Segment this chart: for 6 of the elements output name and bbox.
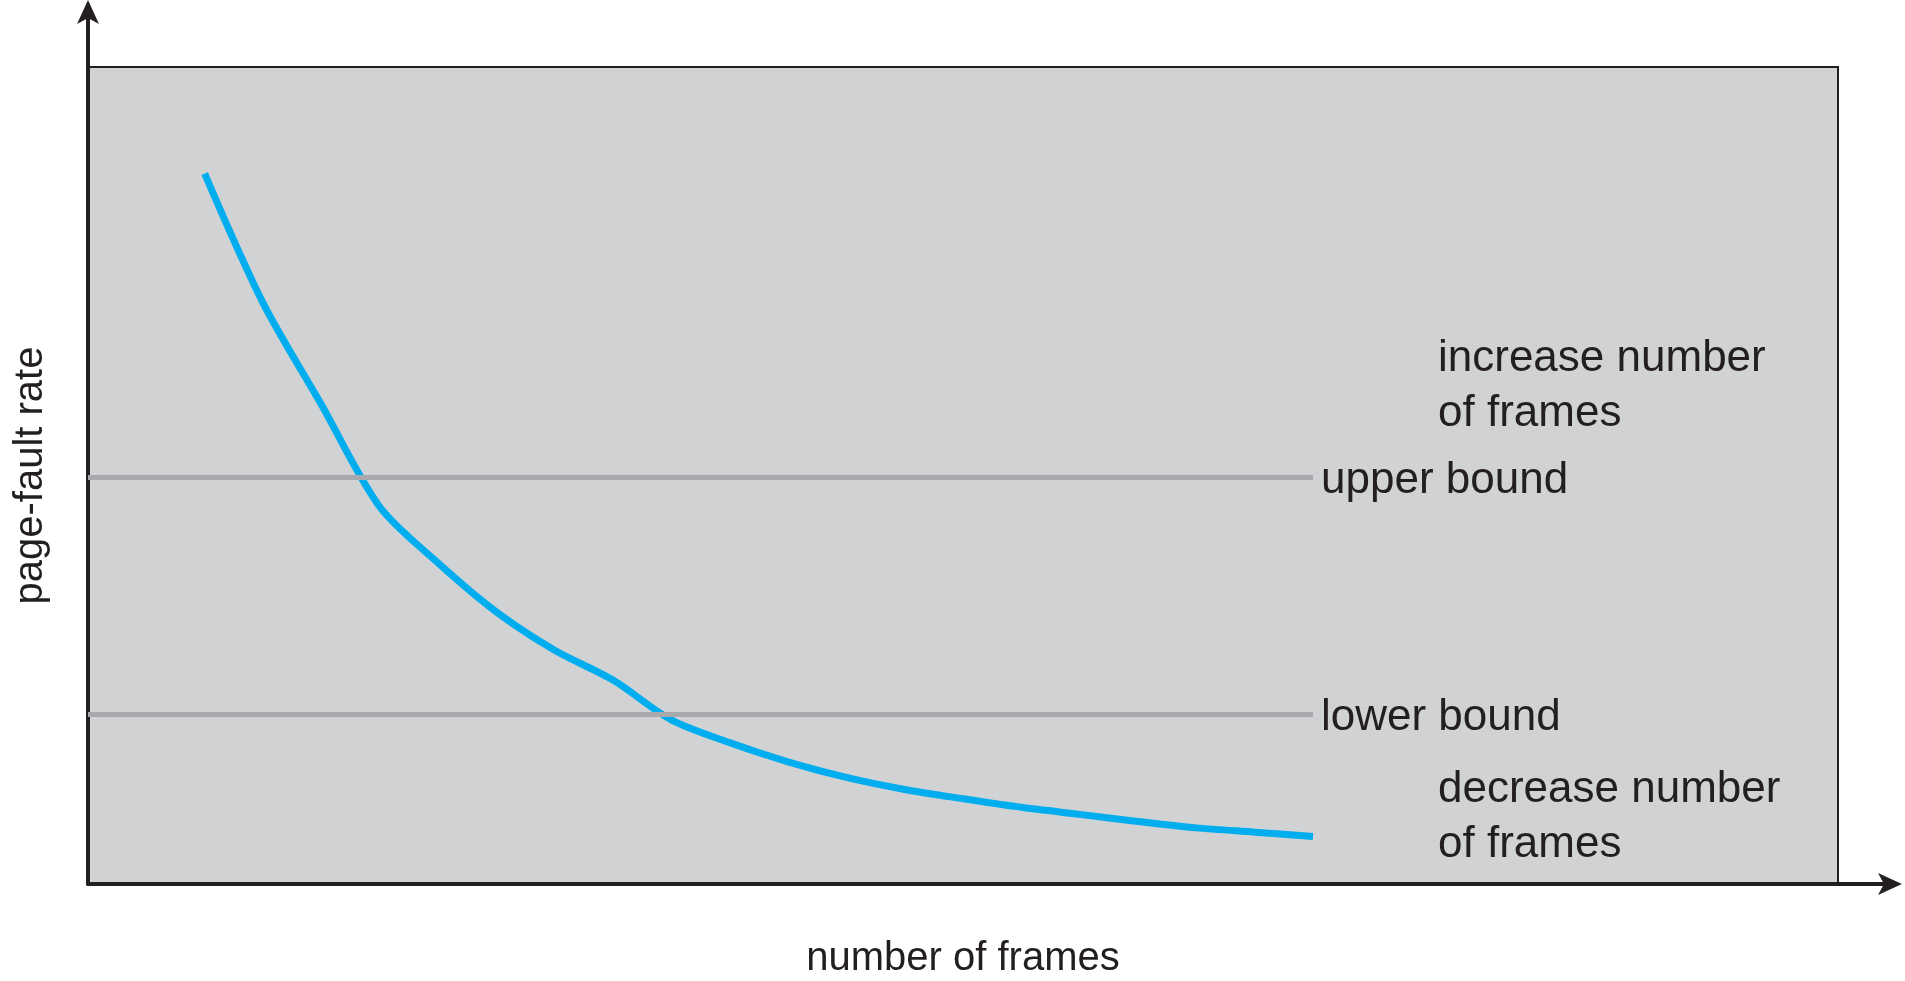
y-axis-title: page-fault rate xyxy=(6,346,50,605)
x-axis-title: number of frames xyxy=(806,934,1120,978)
ref-line-label: lower bound xyxy=(1321,689,1561,739)
ref-line-label: upper bound xyxy=(1321,453,1569,503)
annotation: increase number of frames xyxy=(1438,330,1778,435)
annotation: decrease number of frames xyxy=(1438,762,1793,867)
